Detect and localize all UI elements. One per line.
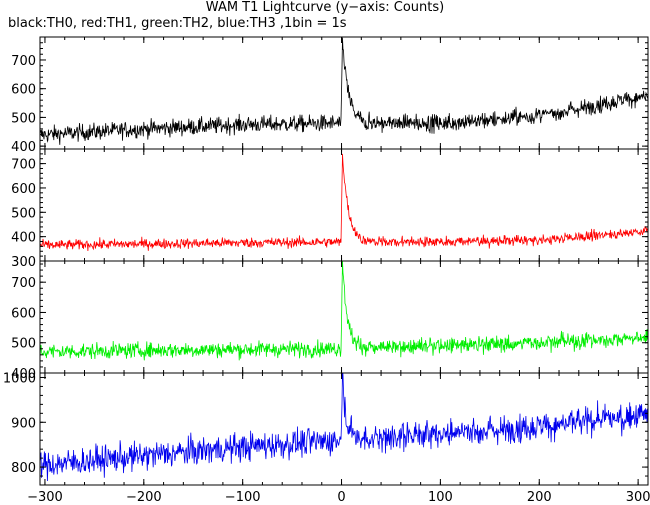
y-tick-label: 800 <box>11 461 36 476</box>
y-tick-label: 400 <box>11 367 36 382</box>
x-tick-label: −300 <box>27 490 63 505</box>
y-tick-label: 500 <box>11 206 36 221</box>
x-tick-label: 100 <box>428 490 453 505</box>
y-tick-label: 600 <box>11 182 36 197</box>
series-line-th3 <box>40 373 648 482</box>
y-tick-label: 600 <box>11 83 36 98</box>
x-tick-label: 300 <box>626 490 650 505</box>
series-line-th0 <box>40 37 648 145</box>
y-tick-label: 700 <box>11 158 36 173</box>
panel-frame <box>39 372 649 486</box>
series-line-th2 <box>40 261 648 361</box>
x-tick-label: 200 <box>527 490 552 505</box>
x-tick-label: 0 <box>337 490 345 505</box>
y-tick-label: 500 <box>11 337 36 352</box>
x-tick-label: −100 <box>225 490 261 505</box>
series-line-th1 <box>40 153 648 252</box>
y-tick-label: 700 <box>11 276 36 291</box>
y-tick-label: 500 <box>11 111 36 126</box>
y-tick-label: 300 <box>11 255 36 270</box>
y-tick-label: 400 <box>11 231 36 246</box>
chart-title: WAM T1 Lightcurve (y−axis: Counts) <box>205 0 445 15</box>
y-tick-label: 1000 <box>3 371 36 386</box>
y-tick-label: 900 <box>11 416 36 431</box>
chart-subtitle: black:TH0, red:TH1, green:TH2, blue:TH3 … <box>8 16 347 31</box>
y-tick-label: 400 <box>11 140 36 155</box>
y-tick-label: 600 <box>11 306 36 321</box>
x-tick-label: −200 <box>126 490 162 505</box>
y-tick-label: 700 <box>11 54 36 69</box>
